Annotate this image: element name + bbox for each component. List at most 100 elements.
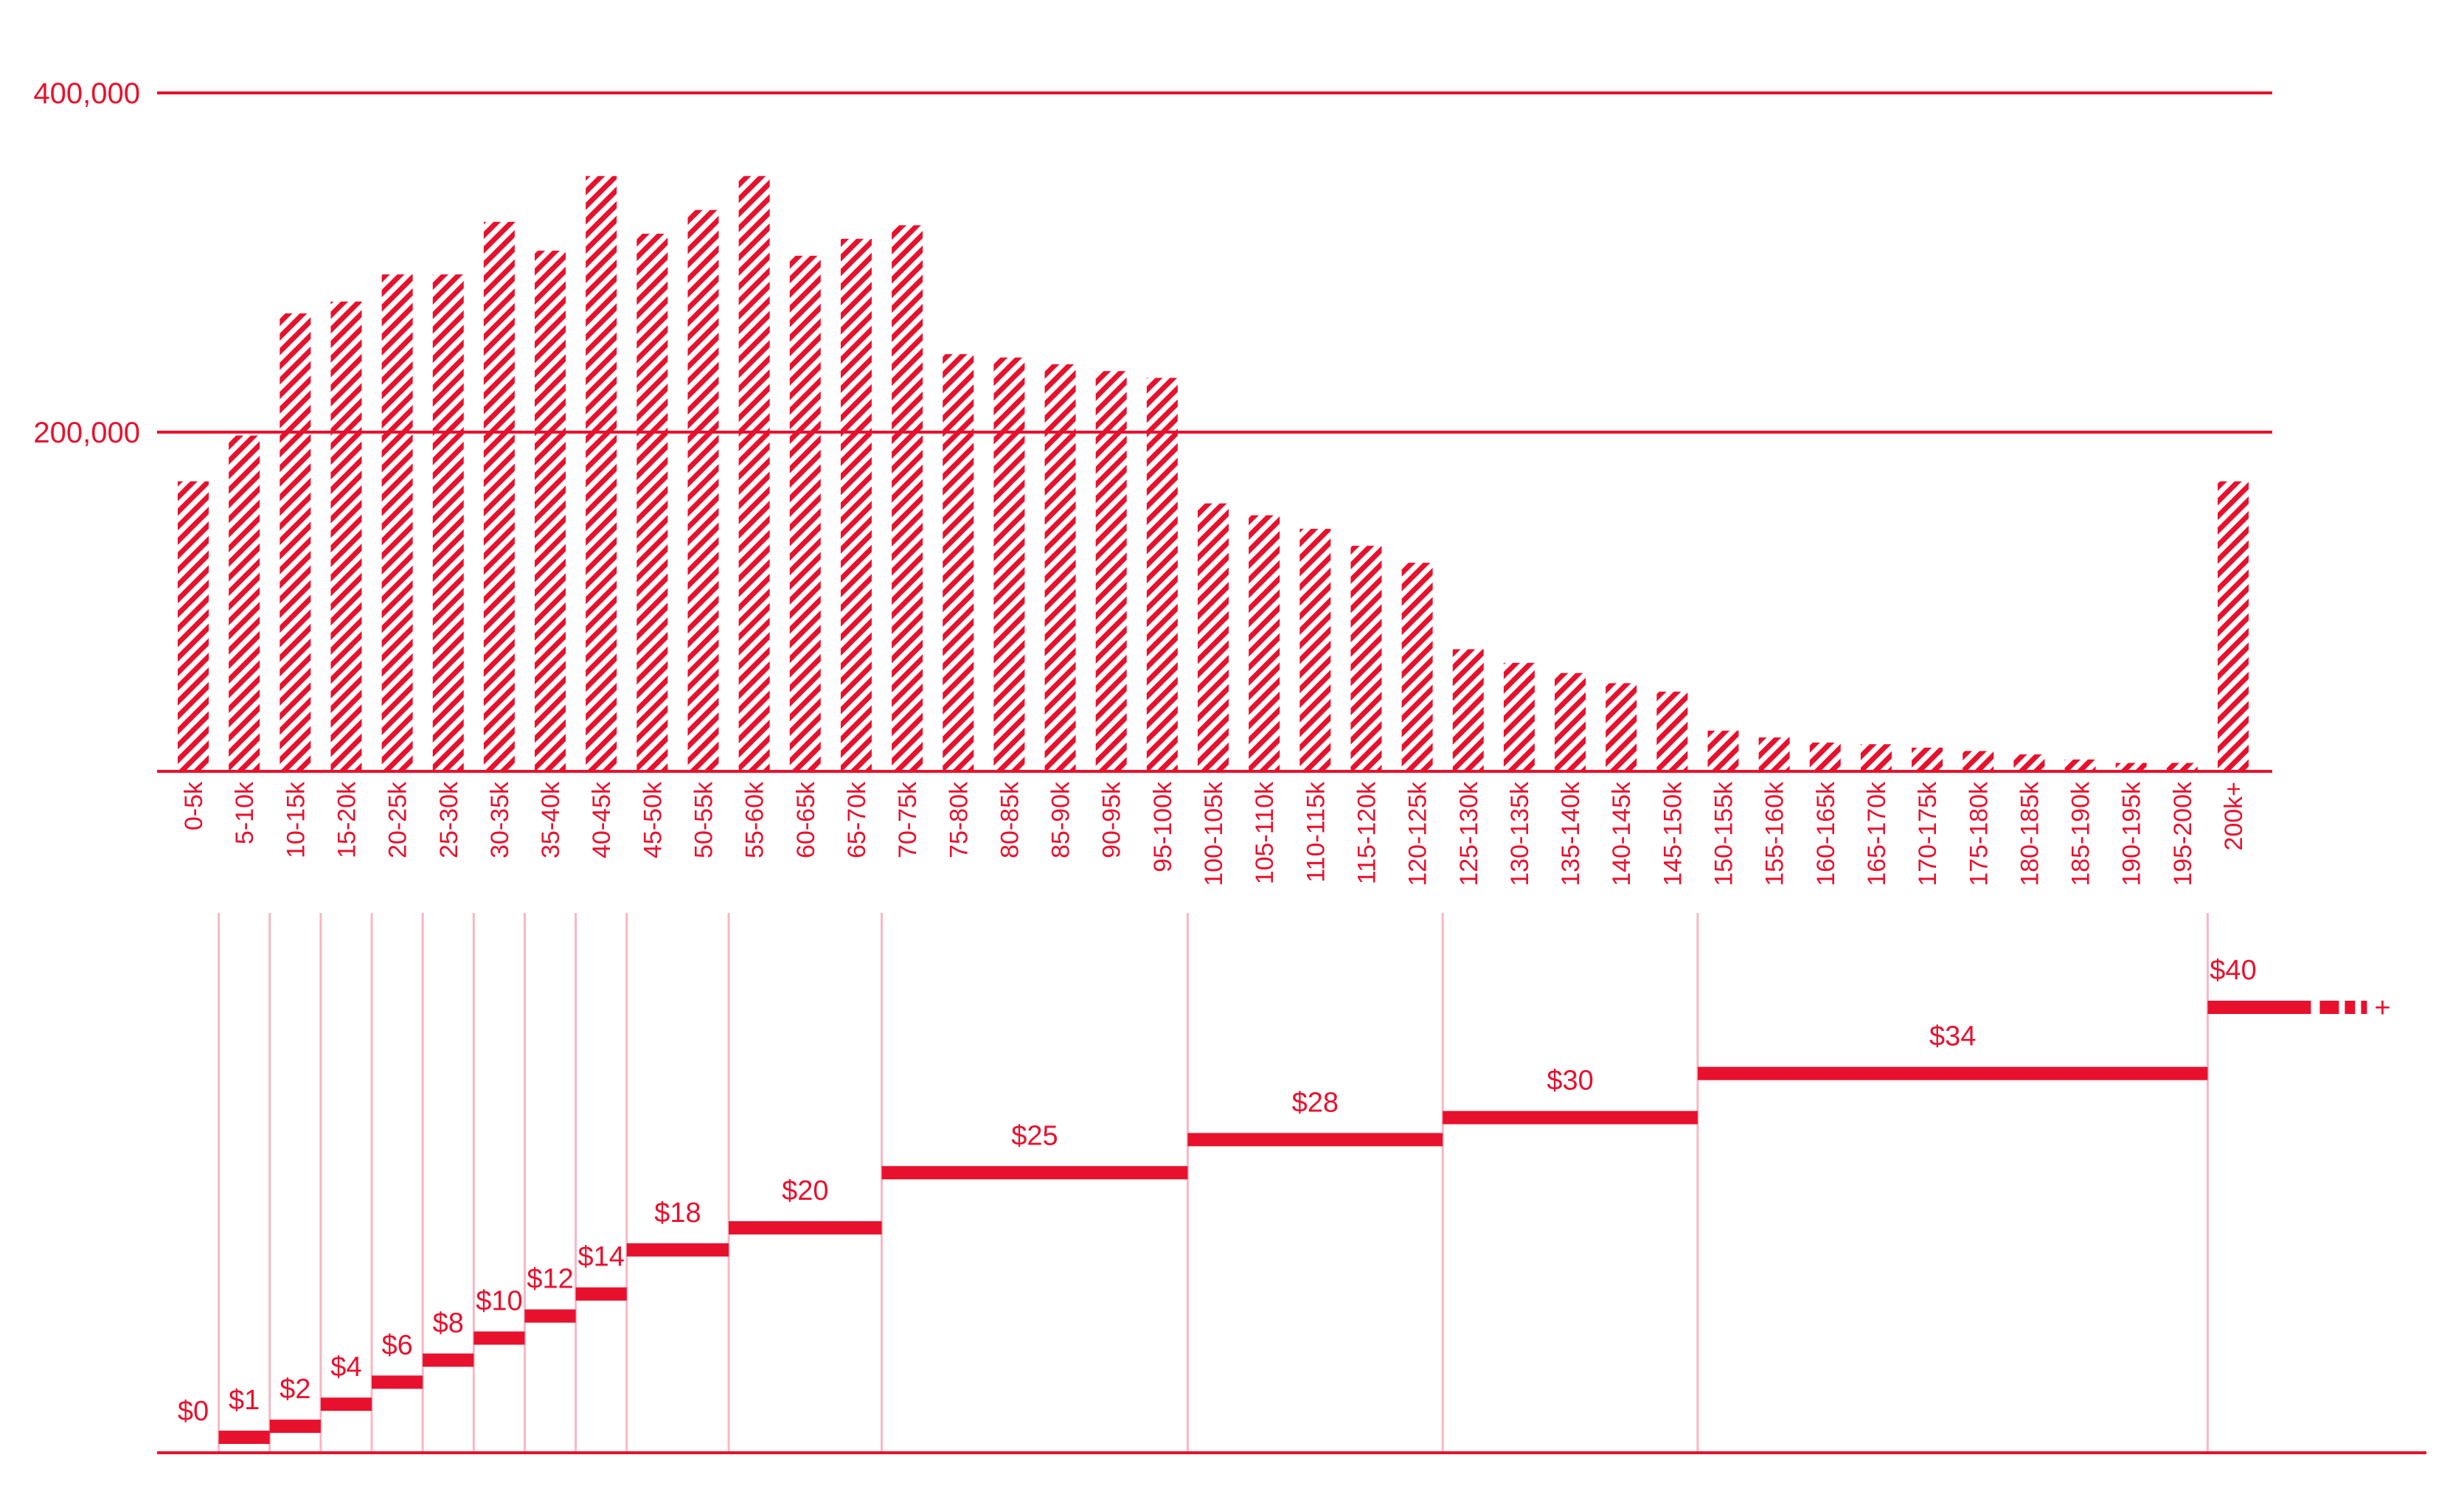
x-tick-label: 100-105k <box>1200 781 1228 886</box>
x-tick-label: 150-155k <box>1710 781 1738 886</box>
x-tick-label: 90-95k <box>1098 781 1126 858</box>
gridlines <box>157 91 2272 434</box>
step-label: $0 <box>178 1396 209 1427</box>
bar <box>1452 649 1484 771</box>
y-axis-tick-labels: 200,000 400,000 <box>33 77 140 449</box>
step-segment <box>729 1221 882 1234</box>
x-tick-label: 50-55k <box>690 781 718 858</box>
step-label: $34 <box>1929 1021 1976 1052</box>
bar <box>2166 763 2198 771</box>
bar <box>2115 763 2147 771</box>
step-segment <box>1443 1111 1698 1125</box>
x-tick-label: 120-125k <box>1404 781 1432 886</box>
bar <box>1758 737 1790 771</box>
bar <box>789 255 821 771</box>
x-tick-label: 190-195k <box>2118 781 2146 886</box>
bar <box>1912 747 1943 771</box>
bar <box>1198 503 1229 771</box>
fee-step-labels: $0 $1 $2 $4 $6 $8 $10$12$14 $18 $20 $25 $28 $30 $34 $… <box>178 955 2391 1427</box>
histogram-bars <box>178 176 2249 772</box>
x-axis-tick-labels: 0-5k 5-10k 10-15k 15-20k 20-25k 25-30k 30-35k 3… <box>180 781 2248 886</box>
bar <box>1656 691 1688 771</box>
x-tick-label: 40-45k <box>588 781 616 858</box>
bar <box>330 301 362 771</box>
x-tick-label: 155-160k <box>1761 781 1789 886</box>
bar <box>432 274 464 772</box>
bar <box>1350 546 1382 771</box>
step-segment <box>320 1397 372 1411</box>
bar <box>636 233 668 771</box>
bar <box>1095 371 1127 771</box>
bar <box>2218 481 2249 771</box>
x-tick-label: 10-15k <box>282 781 310 858</box>
bar <box>178 481 209 771</box>
step-label: $30 <box>1547 1066 1593 1097</box>
x-tick-label: 95-100k <box>1149 781 1177 872</box>
step-label: $8 <box>433 1307 464 1338</box>
bar <box>993 357 1025 771</box>
bar <box>1555 673 1586 771</box>
x-tick-label: 65-70k <box>843 781 871 858</box>
x-tick-label: 180-185k <box>2016 781 2044 886</box>
x-tick-label: 75-80k <box>945 781 973 858</box>
x-tick-label: 135-140k <box>1557 781 1585 886</box>
x-tick-label: 20-25k <box>384 781 412 858</box>
step-dash <box>2319 1001 2339 1014</box>
step-segment <box>881 1166 1188 1180</box>
step-segment <box>423 1353 474 1367</box>
step-segment <box>1697 1066 2208 1080</box>
bar <box>1249 515 1280 771</box>
x-tick-label: 25-30k <box>435 781 463 858</box>
bar <box>943 354 974 771</box>
step-label: $28 <box>1292 1087 1339 1118</box>
y-tick-label: 200,000 <box>33 417 140 449</box>
step-segment <box>575 1287 627 1301</box>
open-ended-plus: + <box>2374 993 2390 1024</box>
bar <box>1401 563 1433 771</box>
step-segment <box>1187 1133 1443 1147</box>
bar <box>483 221 515 771</box>
bar <box>229 435 260 771</box>
step-segment <box>269 1420 321 1434</box>
bar <box>1606 683 1637 771</box>
bar <box>1809 742 1841 771</box>
x-tick-label: 5-10k <box>231 781 259 844</box>
step-label: $6 <box>381 1330 412 1361</box>
bar <box>2013 754 2045 771</box>
bar <box>1299 529 1331 771</box>
bar <box>1860 744 1892 771</box>
x-tick-label: 125-130k <box>1455 781 1483 886</box>
bar <box>280 313 311 771</box>
x-tick-label: 80-85k <box>996 781 1024 858</box>
x-tick-label: 175-180k <box>1965 781 1993 886</box>
step-segment <box>372 1375 423 1389</box>
step-segment <box>2207 1001 2311 1014</box>
step-label: $12 <box>527 1264 573 1295</box>
step-segment <box>218 1431 270 1445</box>
fee-steps <box>218 1001 2367 1445</box>
x-tick-label: 185-190k <box>2067 781 2095 886</box>
x-tick-label: 0-5k <box>180 781 208 830</box>
x-tick-label: 200k+ <box>2220 782 2248 851</box>
step-label: $4 <box>330 1352 361 1383</box>
bar <box>1962 751 1994 771</box>
x-tick-label: 35-40k <box>537 781 565 858</box>
step-segment <box>524 1309 576 1323</box>
step-label: $14 <box>577 1242 624 1273</box>
x-tick-label: 160-165k <box>1812 781 1840 886</box>
step-label: $1 <box>229 1385 260 1416</box>
step-dividers <box>218 913 2209 1453</box>
x-tick-label: 170-175k <box>1914 781 1942 886</box>
bar <box>738 176 770 771</box>
bar <box>381 274 413 772</box>
bar <box>687 209 719 771</box>
bar <box>892 225 923 771</box>
x-tick-label: 130-135k <box>1506 781 1534 886</box>
x-tick-label: 145-150k <box>1659 781 1687 886</box>
bar <box>2064 759 2096 771</box>
step-dash <box>2361 1001 2367 1014</box>
bar <box>1707 730 1739 771</box>
bar <box>1044 364 1076 771</box>
x-tick-label: 165-170k <box>1863 781 1891 886</box>
